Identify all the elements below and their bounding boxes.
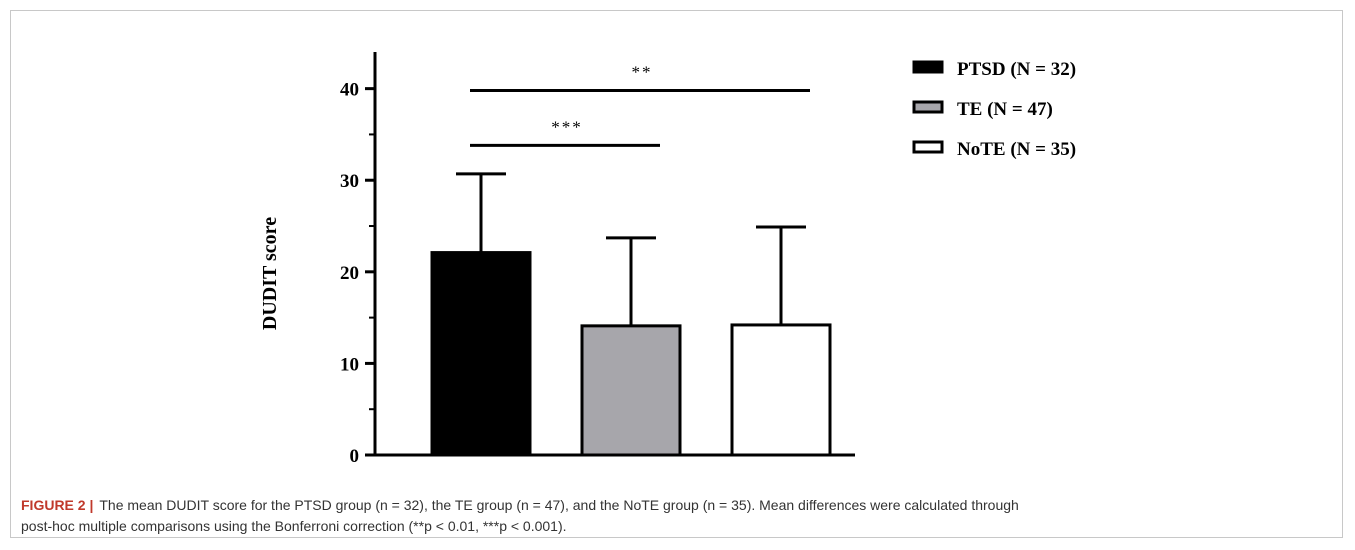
legend-label: TE (N = 47) [957, 99, 1053, 120]
y-tick-label: 20 [340, 263, 359, 284]
bar [580, 324, 682, 457]
legend-swatch [912, 60, 944, 74]
bar [730, 323, 832, 457]
y-tick-label: 30 [340, 171, 359, 192]
y-tick-label: 10 [340, 354, 359, 375]
legend-label: NoTE (N = 35) [957, 139, 1076, 160]
chart-significance: ***** [470, 62, 810, 147]
bar [430, 251, 532, 457]
y-tick-label: 0 [350, 446, 360, 467]
significance-label: *** [551, 117, 583, 136]
y-axis-label: DUDIT score [259, 217, 281, 330]
chart-legend: PTSD (N = 32) TE (N = 47) NoTE (N = 35) [912, 59, 1076, 160]
y-tick-label: 40 [340, 80, 359, 101]
legend-label: PTSD (N = 32) [957, 59, 1076, 80]
significance-label: ** [632, 62, 653, 81]
chart-bars [430, 251, 832, 457]
legend-swatch [912, 140, 944, 154]
legend-swatch [912, 100, 944, 114]
chart-error-bars [456, 172, 806, 326]
